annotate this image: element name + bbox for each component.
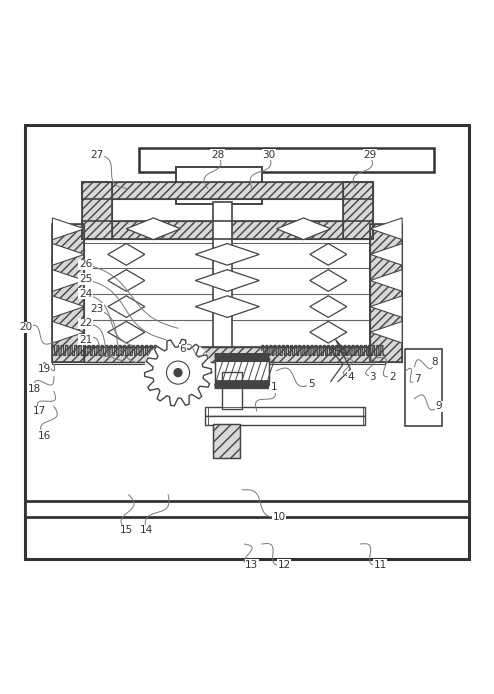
Polygon shape	[108, 270, 145, 291]
Polygon shape	[195, 244, 259, 265]
Text: 25: 25	[79, 274, 92, 284]
Polygon shape	[195, 296, 259, 317]
Text: 21: 21	[79, 335, 92, 345]
Text: 26: 26	[79, 260, 92, 269]
Text: 3: 3	[370, 371, 376, 382]
Bar	[82, 221, 372, 239]
Text: 10: 10	[273, 512, 286, 522]
Text: 29: 29	[364, 150, 377, 160]
Bar	[370, 224, 402, 362]
Bar	[207, 407, 363, 425]
Polygon shape	[310, 321, 347, 343]
Polygon shape	[370, 270, 402, 291]
Polygon shape	[195, 270, 259, 291]
Text: 11: 11	[373, 560, 387, 570]
Bar	[212, 424, 240, 458]
Text: 18: 18	[28, 384, 41, 394]
Bar	[139, 149, 434, 172]
Polygon shape	[52, 296, 84, 317]
Circle shape	[166, 361, 190, 384]
Text: 6: 6	[180, 344, 186, 355]
Bar	[25, 500, 469, 517]
Bar	[205, 416, 365, 425]
Text: 1: 1	[271, 382, 278, 392]
Polygon shape	[108, 244, 145, 265]
Text: 14: 14	[139, 525, 153, 535]
Polygon shape	[310, 270, 347, 291]
Bar	[52, 224, 84, 362]
Text: 4: 4	[347, 371, 354, 382]
Polygon shape	[370, 218, 402, 239]
Bar	[262, 350, 385, 364]
Polygon shape	[126, 218, 180, 239]
Text: 13: 13	[246, 560, 258, 570]
Text: 28: 28	[211, 150, 224, 160]
Text: 27: 27	[90, 150, 103, 160]
Bar	[82, 221, 372, 239]
Text: 20: 20	[20, 322, 33, 332]
Polygon shape	[370, 244, 402, 265]
Text: 7: 7	[413, 374, 420, 384]
Text: 17: 17	[33, 406, 46, 416]
Polygon shape	[310, 296, 347, 317]
Bar	[212, 424, 240, 458]
Bar	[343, 182, 372, 239]
Polygon shape	[370, 296, 402, 317]
Text: 16: 16	[38, 431, 51, 441]
Bar	[82, 182, 372, 199]
Text: 12: 12	[277, 560, 290, 570]
Polygon shape	[370, 321, 402, 343]
Bar	[82, 182, 372, 199]
Text: 8: 8	[431, 357, 438, 366]
Bar	[25, 126, 469, 559]
Bar	[52, 350, 185, 364]
Bar	[84, 224, 370, 362]
Text: 19: 19	[38, 364, 51, 374]
Text: 22: 22	[79, 319, 92, 328]
Polygon shape	[277, 218, 331, 239]
Circle shape	[145, 339, 211, 406]
Polygon shape	[310, 244, 347, 265]
Polygon shape	[52, 218, 84, 239]
Text: 2: 2	[389, 371, 396, 382]
Bar	[52, 224, 84, 362]
Bar	[215, 357, 269, 384]
Bar	[205, 407, 365, 416]
Circle shape	[174, 369, 182, 377]
Bar	[405, 350, 442, 426]
Text: 9: 9	[436, 401, 443, 411]
Bar	[370, 224, 402, 362]
Text: 15: 15	[120, 525, 133, 535]
Bar	[343, 182, 372, 239]
Polygon shape	[52, 244, 84, 265]
Bar	[222, 371, 242, 409]
Text: 30: 30	[263, 150, 276, 160]
Bar	[212, 202, 232, 347]
Bar	[175, 167, 262, 204]
Polygon shape	[108, 296, 145, 317]
Bar	[82, 182, 112, 239]
Bar	[215, 357, 269, 384]
Text: 24: 24	[79, 289, 92, 299]
Polygon shape	[108, 321, 145, 343]
Bar	[84, 347, 370, 362]
Text: 23: 23	[90, 303, 103, 314]
Bar	[82, 182, 112, 239]
Text: 5: 5	[308, 379, 314, 389]
Bar	[84, 347, 370, 362]
Polygon shape	[52, 321, 84, 343]
Polygon shape	[52, 270, 84, 291]
